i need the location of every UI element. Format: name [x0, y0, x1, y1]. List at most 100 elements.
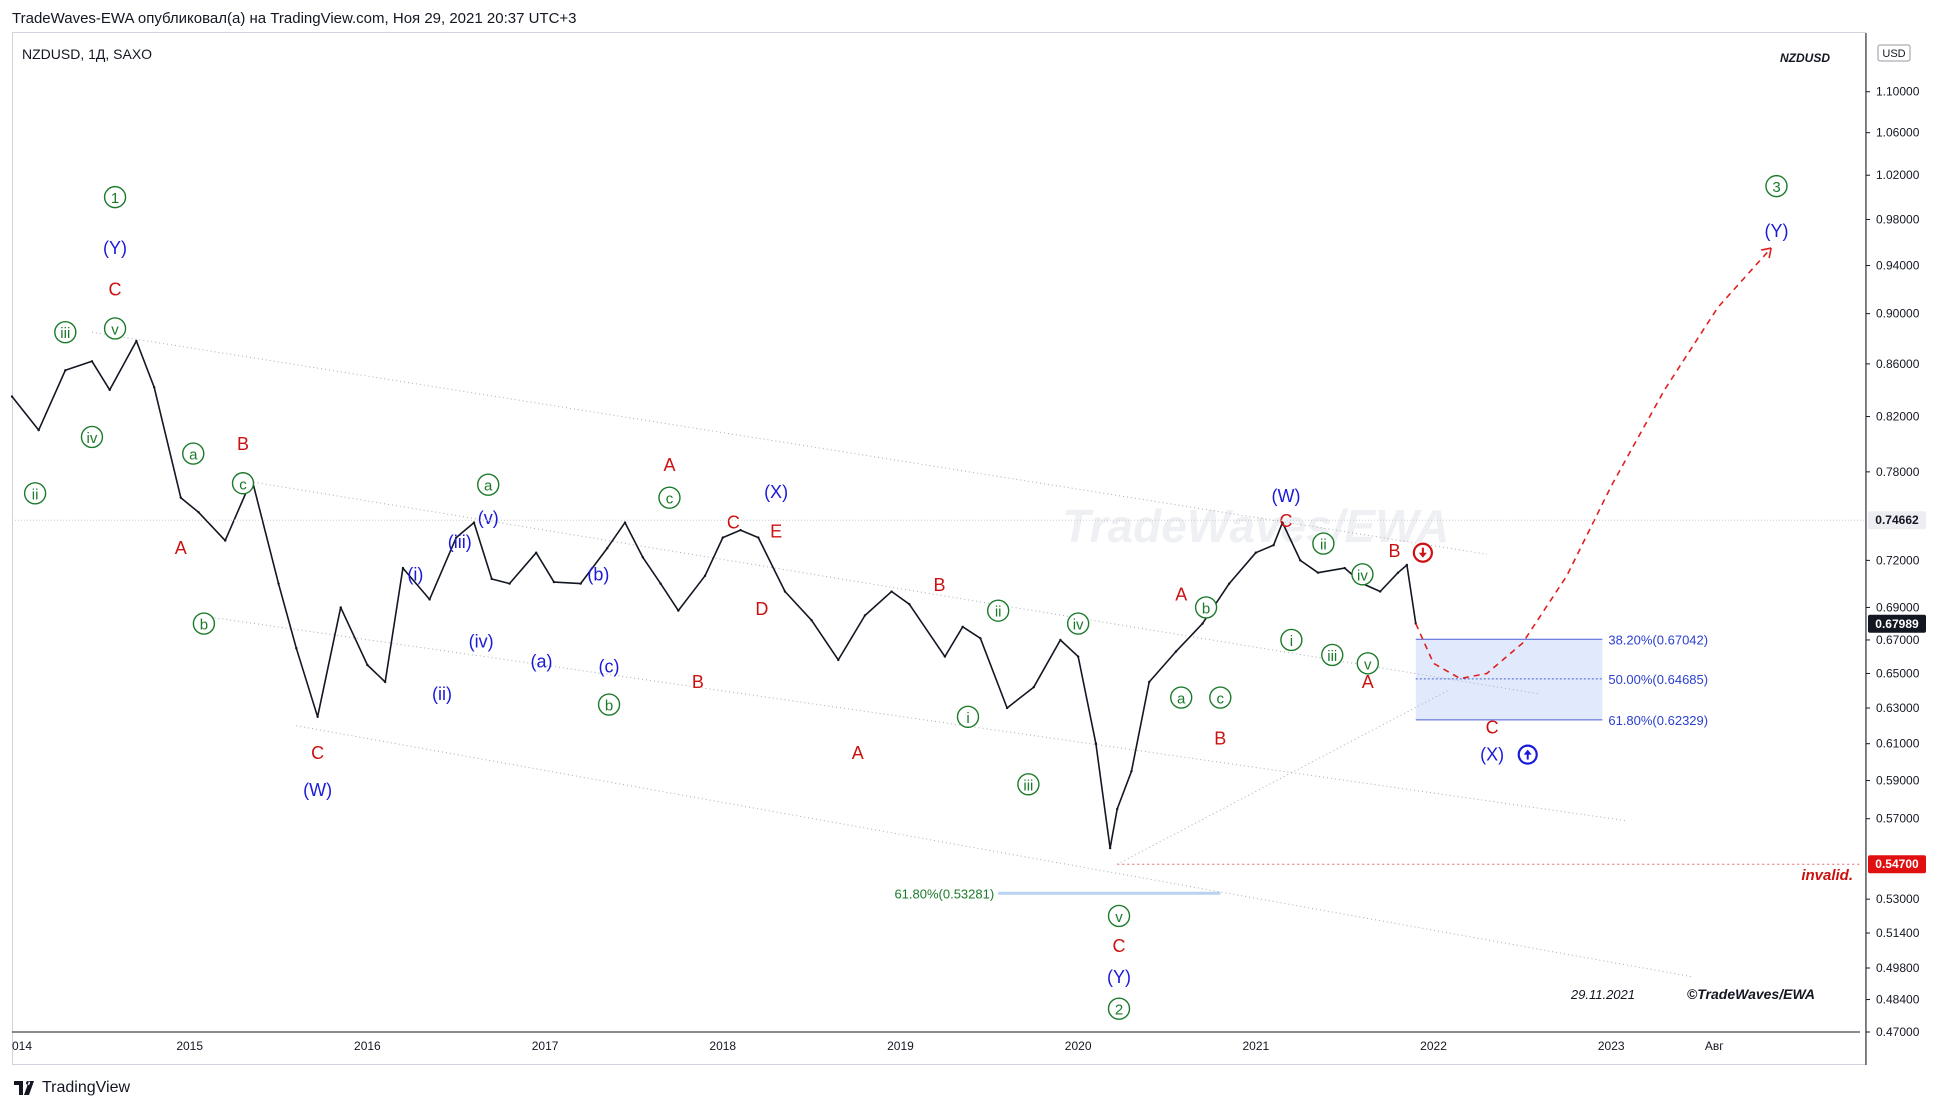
- wave-label: 3: [1772, 179, 1780, 196]
- price-point: [534, 551, 538, 554]
- symbol-title[interactable]: NZDUSD, 1Д, SAXO: [22, 46, 153, 62]
- price-point: [295, 647, 298, 650]
- wave-label: v: [111, 321, 119, 338]
- price-point: [677, 609, 680, 612]
- price-point: [10, 395, 14, 398]
- price-point: [1343, 566, 1346, 570]
- channel-line: [198, 614, 1626, 822]
- y-tick-label: 0.47000: [1876, 1025, 1920, 1039]
- wave-label: ii: [32, 486, 39, 503]
- wave-label: D: [755, 599, 768, 619]
- wave-label: v: [1115, 909, 1123, 926]
- price-point: [1272, 543, 1275, 547]
- tradingview-brand: TradingView: [42, 1079, 131, 1096]
- price-point: [979, 637, 982, 640]
- publisher-header: TradeWaves-EWA опубликовал(а) на Trading…: [12, 10, 577, 27]
- price-badge: [1868, 614, 1926, 633]
- wave-label: (X): [764, 482, 788, 502]
- price-point: [90, 360, 94, 363]
- price-point: [1116, 807, 1119, 811]
- price-point: [1254, 551, 1258, 554]
- price-point: [623, 521, 627, 524]
- price-point: [179, 496, 183, 499]
- price-point: [277, 582, 280, 585]
- wave-label-circle: [103, 317, 127, 340]
- wave-label-circle: [1351, 563, 1374, 586]
- price-point: [810, 619, 813, 622]
- price-point: [837, 658, 840, 662]
- wave-label: C: [1280, 511, 1293, 531]
- price-point: [739, 528, 742, 532]
- y-tick-label: 1.02000: [1876, 168, 1920, 182]
- wave-label-circle: [1765, 174, 1788, 198]
- wave-label: b: [605, 698, 613, 715]
- price-badge: [1868, 855, 1926, 874]
- wave-label: (ii): [432, 684, 452, 704]
- wave-label: B: [237, 434, 249, 454]
- top-right-tag: NZDUSD: [1780, 51, 1830, 65]
- price-point: [152, 386, 156, 389]
- price-point: [1379, 590, 1382, 593]
- wave-label: (W): [303, 780, 332, 800]
- wave-label-circle: [54, 321, 77, 344]
- signature-date: 29.11.2021: [1570, 987, 1635, 1002]
- x-tick-label: Авг: [1705, 1039, 1724, 1053]
- wave-label: (W): [1272, 486, 1301, 506]
- wave-label: (b): [587, 564, 609, 584]
- price-badge: [1868, 511, 1926, 530]
- y-tick-label: 0.69000: [1876, 600, 1920, 614]
- price-point: [579, 582, 582, 585]
- wave-label-circle: [597, 693, 621, 716]
- price-point: [552, 580, 556, 584]
- wave-label: c: [1217, 691, 1225, 708]
- channel-line: [91, 331, 1487, 555]
- wave-label: B: [692, 672, 704, 692]
- price-point: [659, 582, 662, 585]
- wave-label: (v): [478, 508, 499, 528]
- price-point: [1094, 742, 1098, 745]
- fib-zone: [1415, 639, 1603, 720]
- price-point: [135, 339, 138, 343]
- wave-label: b: [1202, 600, 1210, 617]
- price-badge-label: 0.54700: [1875, 857, 1919, 871]
- price-badge-label: 0.74662: [1875, 513, 1919, 527]
- wave-label-circle: [23, 482, 47, 505]
- y-tick-label: 0.53000: [1876, 892, 1920, 906]
- x-tick-label: 014: [12, 1039, 32, 1053]
- price-point: [863, 614, 867, 617]
- x-tick-label: 2019: [887, 1039, 914, 1053]
- price-point: [383, 680, 387, 684]
- wave-label-circle: [80, 425, 104, 449]
- channel-line: [296, 725, 1694, 978]
- wave-label-circle: [477, 473, 500, 496]
- price-point: [37, 428, 40, 432]
- fib-level-label: 38.20%(0.67042): [1608, 632, 1708, 647]
- price-point: [757, 536, 760, 539]
- wave-label: iv: [1073, 617, 1084, 634]
- wave-label: A: [175, 538, 187, 558]
- wave-label: C: [311, 743, 324, 763]
- watermark-text: TradeWaves/EWA: [1062, 500, 1449, 552]
- price-point: [961, 625, 964, 629]
- wave-label-circle: [1356, 652, 1379, 675]
- wave-label: iii: [1327, 648, 1337, 665]
- fib-level-label: 50.00%(0.64685): [1608, 672, 1708, 687]
- y-tick-label: 0.78000: [1876, 465, 1920, 479]
- y-tick-label: 0.51400: [1876, 926, 1920, 940]
- y-tick-label: 0.65000: [1876, 666, 1920, 680]
- wave-label: a: [484, 478, 493, 495]
- x-tick-label: 2015: [176, 1039, 203, 1053]
- wave-label: C: [1113, 936, 1126, 956]
- projection-arrowhead: [1760, 247, 1772, 259]
- wave-label: (X): [1480, 745, 1504, 765]
- wave-label: i: [1290, 633, 1293, 650]
- wave-label-circle: [1321, 643, 1344, 667]
- price-point: [1148, 680, 1151, 684]
- channel-line: [1117, 690, 1448, 865]
- wave-label: c: [239, 476, 247, 493]
- tradingview-logo[interactable]: TradingView: [14, 1079, 130, 1097]
- x-tick-label: 2016: [354, 1039, 381, 1053]
- fib-low-label: 61.80%(0.53281): [894, 886, 994, 901]
- wave-label: B: [1214, 728, 1226, 748]
